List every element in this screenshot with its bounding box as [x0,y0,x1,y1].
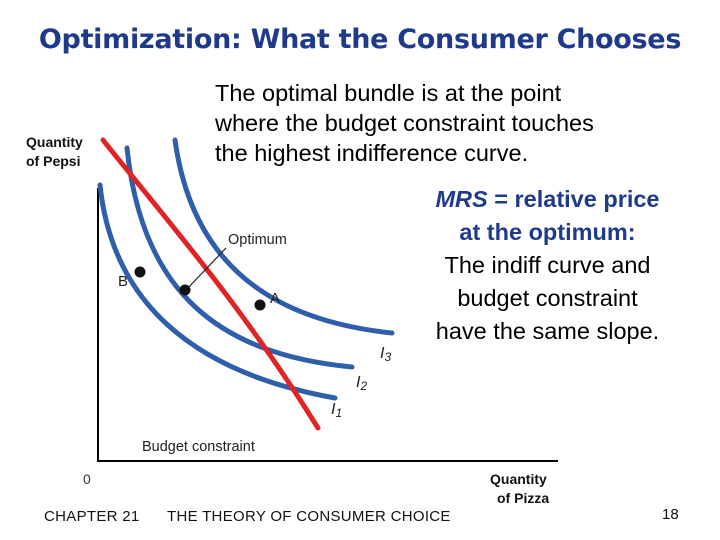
optimum-label: Optimum [228,232,287,248]
indifference-curve-i1 [97,182,338,401]
origin-label: 0 [83,471,91,487]
mrs-note: MRS = relative price at the optimum: The… [405,183,690,348]
intro-line-3: the highest indifference curve. [215,140,529,166]
note-line-1-rest: = relative price [487,186,660,212]
curve-label-i2: I2 [356,374,367,393]
footer-course: THE THEORY OF CONSUMER CHOICE [167,508,451,525]
curve-label-i3: I3 [380,345,391,364]
point-a [254,299,266,311]
note-line-5: have the same slope. [435,318,660,344]
indifference-curve-i2 [124,145,355,370]
footer-chapter: CHAPTER 21 [44,508,140,525]
indifference-curve-i3 [172,137,395,336]
x-axis-label-line-2: of Pizza [497,490,549,506]
x-axis-label-line-1: Quantity [490,471,547,487]
budget-constraint-label: Budget constraint [142,439,255,455]
page-number: 18 [662,506,679,523]
intro-text: The optimal bundle is at the point where… [215,78,685,168]
slide-title: Optimization: What the Consumer Chooses [38,24,682,55]
y-axis-label-line-1: Quantity [26,134,83,150]
point-b-label: B [118,273,128,290]
budget-constraint-line [100,137,321,431]
note-line-3: The indiff curve and [444,252,651,278]
curve-label-i1: I1 [331,401,342,420]
intro-line-1: The optimal bundle is at the point [215,80,562,106]
optimum-pointer-line [185,247,227,291]
y-axis-label-line-2: of Pepsi [26,153,80,169]
mrs-term: MRS [435,186,488,212]
point-b [134,266,146,278]
intro-line-2: where the budget constraint touches [215,110,594,136]
note-line-1: MRS = relative price [405,183,690,216]
note-line-4: budget constraint [457,285,638,311]
optimum-point [179,284,191,296]
note-line-2: at the optimum: [459,219,636,245]
point-a-label: A [270,290,280,307]
